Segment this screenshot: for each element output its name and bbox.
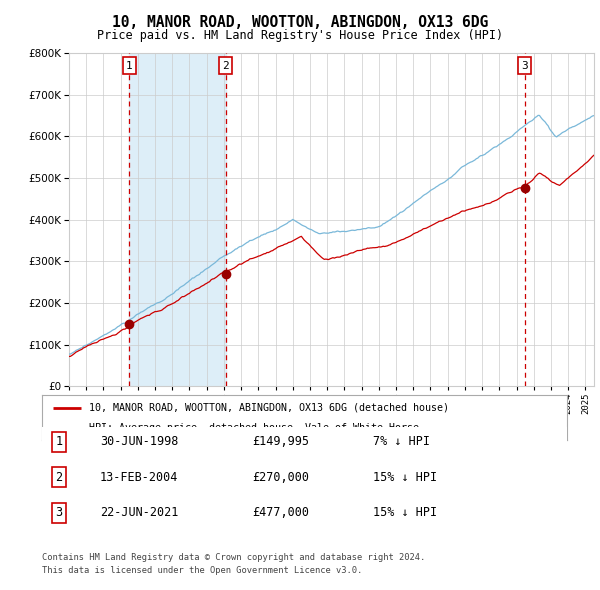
Text: 7% ↓ HPI: 7% ↓ HPI bbox=[373, 435, 430, 448]
Text: 15% ↓ HPI: 15% ↓ HPI bbox=[373, 471, 437, 484]
Text: 10, MANOR ROAD, WOOTTON, ABINGDON, OX13 6DG: 10, MANOR ROAD, WOOTTON, ABINGDON, OX13 … bbox=[112, 15, 488, 30]
Text: HPI: Average price, detached house, Vale of White Horse: HPI: Average price, detached house, Vale… bbox=[89, 424, 419, 434]
Text: 1: 1 bbox=[126, 61, 133, 71]
Text: 22-JUN-2021: 22-JUN-2021 bbox=[100, 506, 178, 519]
Text: Price paid vs. HM Land Registry's House Price Index (HPI): Price paid vs. HM Land Registry's House … bbox=[97, 30, 503, 42]
Text: 10, MANOR ROAD, WOOTTON, ABINGDON, OX13 6DG (detached house): 10, MANOR ROAD, WOOTTON, ABINGDON, OX13 … bbox=[89, 403, 449, 412]
Text: This data is licensed under the Open Government Licence v3.0.: This data is licensed under the Open Gov… bbox=[42, 566, 362, 575]
Text: 13-FEB-2004: 13-FEB-2004 bbox=[100, 471, 178, 484]
Text: £149,995: £149,995 bbox=[252, 435, 309, 448]
Text: 30-JUN-1998: 30-JUN-1998 bbox=[100, 435, 178, 448]
Text: 3: 3 bbox=[55, 506, 62, 519]
Text: 1: 1 bbox=[55, 435, 62, 448]
Text: £477,000: £477,000 bbox=[252, 506, 309, 519]
Text: 2: 2 bbox=[223, 61, 229, 71]
Text: 3: 3 bbox=[521, 61, 528, 71]
Text: 15% ↓ HPI: 15% ↓ HPI bbox=[373, 506, 437, 519]
Bar bbox=[129, 53, 226, 386]
Text: 2: 2 bbox=[55, 471, 62, 484]
Text: Contains HM Land Registry data © Crown copyright and database right 2024.: Contains HM Land Registry data © Crown c… bbox=[42, 553, 425, 562]
Text: £270,000: £270,000 bbox=[252, 471, 309, 484]
